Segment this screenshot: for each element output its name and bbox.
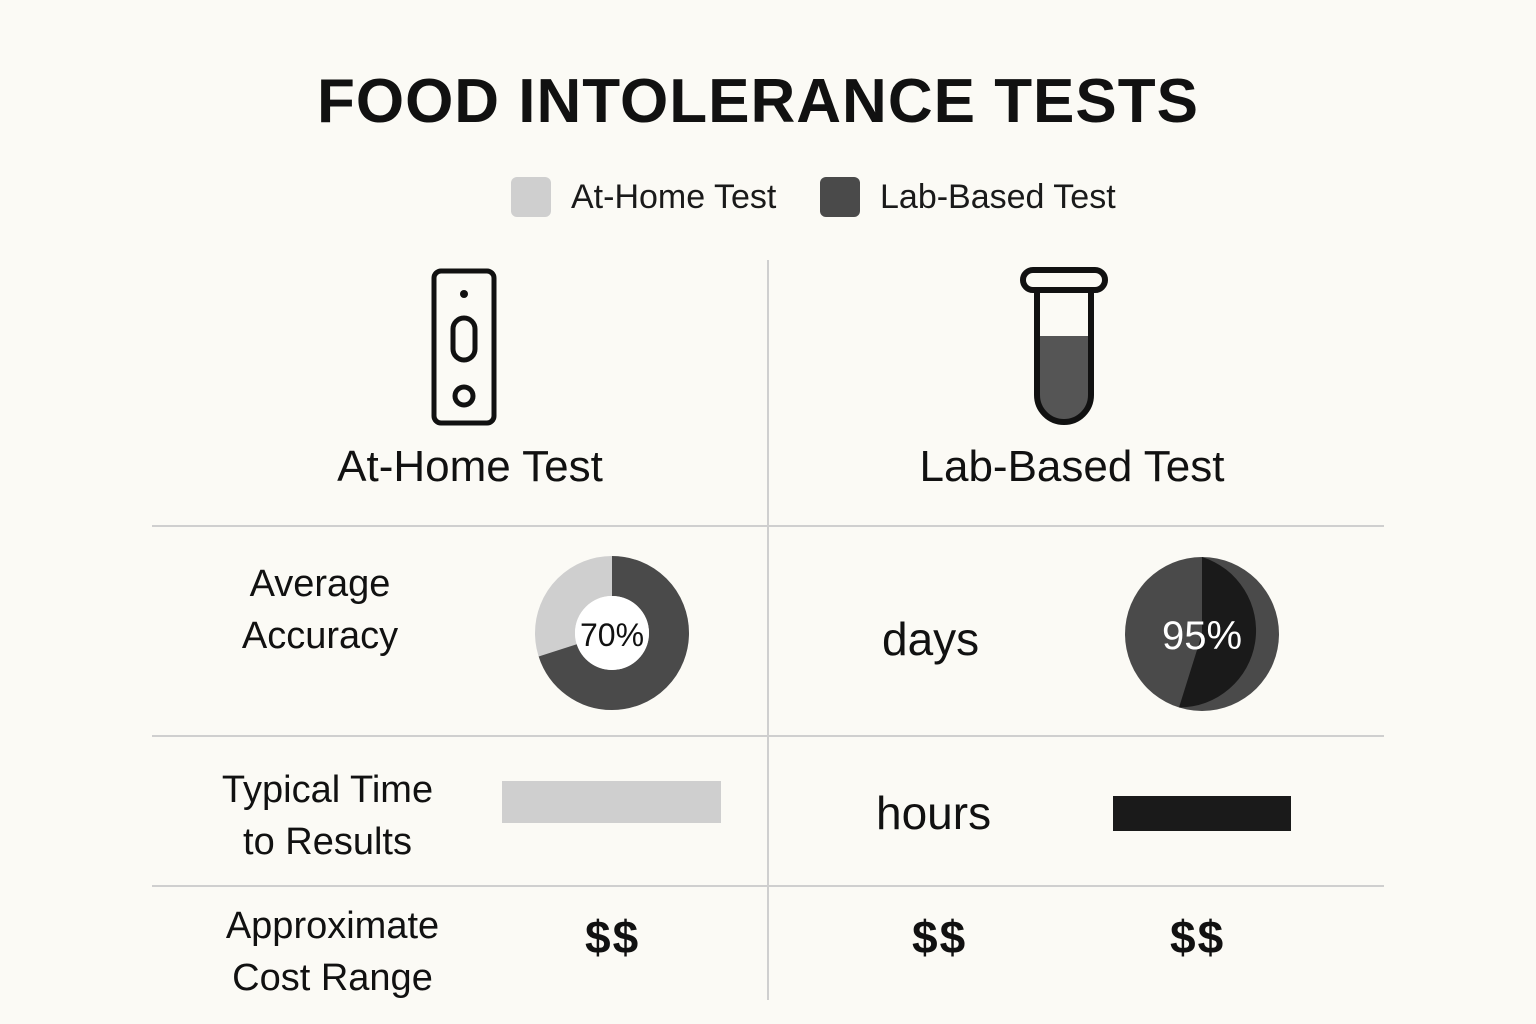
row-label-cost-line2: Cost Range — [232, 957, 433, 999]
page-title: FOOD INTOLERANCE TESTS — [316, 67, 1199, 136]
pie-value-label: 95% — [1162, 614, 1242, 658]
column-title-home: At-Home Test — [337, 442, 603, 491]
legend-item-lab: Lab-Based Test — [820, 176, 1116, 218]
accuracy-pie-lab: 95% — [1125, 557, 1279, 711]
row-label-accuracy-line2: Accuracy — [241, 615, 399, 657]
row-label-cost: Approximate Cost Range — [160, 900, 505, 1004]
row-divider-2 — [152, 735, 1384, 737]
cost-lab-value-2: $$ — [1170, 911, 1226, 963]
accuracy-donut-home: 70% — [535, 556, 689, 710]
cost-home-value: $$ — [585, 911, 641, 963]
legend-item-home: At-Home Test — [511, 176, 776, 218]
legend-swatch-home — [511, 177, 551, 217]
accuracy-lab-unit: days — [882, 613, 980, 665]
row-label-time: Typical Time to Results — [160, 764, 495, 868]
row-label-accuracy: Average Accuracy — [160, 558, 480, 662]
time-lab-unit: hours — [876, 787, 992, 839]
test-tube-icon — [1020, 267, 1108, 425]
donut-value-arc — [535, 556, 689, 710]
row-label-time-line1: Typical Time — [221, 769, 434, 811]
test-strip-icon — [431, 268, 497, 426]
column-divider — [767, 260, 769, 1000]
row-divider-3 — [152, 885, 1384, 887]
row-label-cost-line1: Approximate — [225, 905, 440, 947]
row-label-accuracy-line1: Average — [249, 563, 391, 605]
time-bar-lab — [1113, 796, 1291, 831]
legend-swatch-lab — [820, 177, 860, 217]
pie-slice — [1179, 557, 1257, 708]
row-divider-1 — [152, 525, 1384, 527]
cost-lab-value-1: $$ — [912, 911, 968, 963]
donut-value-label: 70% — [580, 617, 644, 653]
column-title-lab: Lab-Based Test — [919, 442, 1225, 491]
legend-label-home: At-Home Test — [571, 177, 777, 216]
legend-label-lab: Lab-Based Test — [880, 177, 1116, 216]
row-label-time-line2: to Results — [243, 821, 412, 863]
time-bar-home — [502, 781, 721, 823]
